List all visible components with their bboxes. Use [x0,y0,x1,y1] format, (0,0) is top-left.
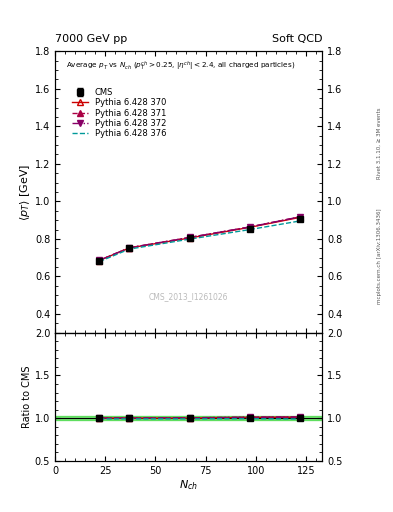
Pythia 6.428 372 [97,257,101,263]
Pythia 6.428 376 [127,246,132,252]
Text: 7000 GeV pp: 7000 GeV pp [55,33,127,44]
Line: Pythia 6.428 371: Pythia 6.428 371 [96,214,303,263]
Y-axis label: Ratio to CMS: Ratio to CMS [22,366,32,428]
Pythia 6.428 376 [187,236,192,242]
Pythia 6.428 376 [97,259,101,265]
X-axis label: $N_{ch}$: $N_{ch}$ [179,478,198,492]
Pythia 6.428 371 [97,257,101,263]
Line: Pythia 6.428 376: Pythia 6.428 376 [99,221,300,262]
Text: Average $p_T$ vs $N_{ch}$ ($p_T^{ch}>$0.25, $|\eta^{ch}|<$2.4, all charged parti: Average $p_T$ vs $N_{ch}$ ($p_T^{ch}>$0.… [66,60,295,73]
Pythia 6.428 372 [127,245,132,251]
Text: Rivet 3.1.10, ≥ 3M events: Rivet 3.1.10, ≥ 3M events [377,108,382,179]
Y-axis label: $\langle p_T\rangle$ [GeV]: $\langle p_T\rangle$ [GeV] [18,163,32,221]
Pythia 6.428 371 [298,214,303,220]
Pythia 6.428 371 [187,234,192,241]
Text: mcplots.cern.ch [arXiv:1306.3436]: mcplots.cern.ch [arXiv:1306.3436] [377,208,382,304]
Pythia 6.428 376 [248,226,252,232]
Pythia 6.428 376 [298,218,303,224]
Line: Pythia 6.428 372: Pythia 6.428 372 [96,214,303,263]
Pythia 6.428 370 [248,224,252,230]
Line: Pythia 6.428 370: Pythia 6.428 370 [96,215,303,263]
Pythia 6.428 370 [127,245,132,251]
Text: Soft QCD: Soft QCD [272,33,322,44]
Pythia 6.428 370 [97,258,101,264]
Pythia 6.428 371 [248,224,252,230]
Bar [55,416,322,420]
Pythia 6.428 370 [187,235,192,241]
Pythia 6.428 370 [298,214,303,220]
Legend: CMS, Pythia 6.428 370, Pythia 6.428 371, Pythia 6.428 372, Pythia 6.428 376: CMS, Pythia 6.428 370, Pythia 6.428 371,… [70,87,168,140]
Text: CMS_2013_I1261026: CMS_2013_I1261026 [149,292,228,301]
Pythia 6.428 371 [127,245,132,251]
Pythia 6.428 372 [298,214,303,220]
Pythia 6.428 372 [248,224,252,230]
Pythia 6.428 372 [187,234,192,241]
